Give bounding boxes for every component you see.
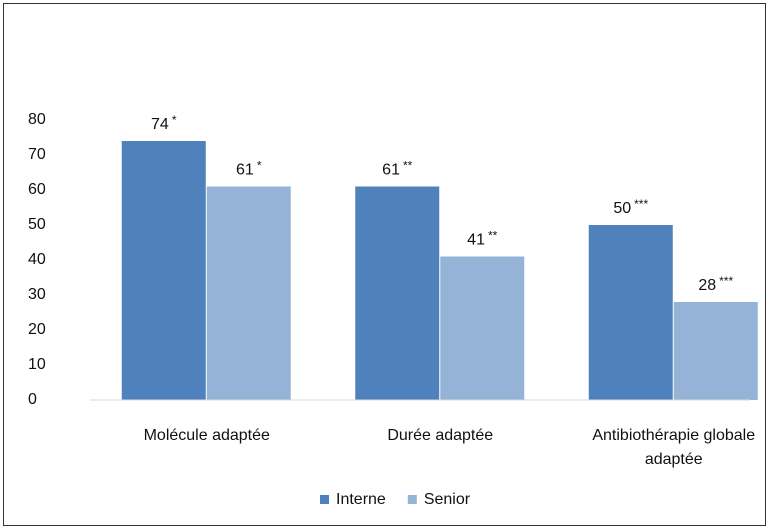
legend-swatch xyxy=(407,495,417,504)
bar xyxy=(673,302,758,400)
x-tick-label: Antibiothérapie globale adaptée xyxy=(592,427,756,468)
y-tick-label: 50 xyxy=(28,216,46,233)
bar xyxy=(121,141,206,400)
bar xyxy=(588,225,673,400)
y-tick-label: 70 xyxy=(28,146,46,163)
legend-label: Interne xyxy=(336,491,386,508)
bar xyxy=(440,256,525,400)
data-label: 28 *** xyxy=(698,274,733,294)
value: 74 xyxy=(151,116,169,133)
significance: ** xyxy=(488,229,498,243)
y-tick-label: 30 xyxy=(28,286,46,303)
data-label: 50 *** xyxy=(613,197,648,217)
significance: *** xyxy=(634,197,648,211)
y-tick-label: 60 xyxy=(28,181,46,198)
y-tick-label: 20 xyxy=(28,321,46,338)
y-tick-label: 80 xyxy=(28,111,46,128)
legend-swatch xyxy=(320,495,329,504)
bar xyxy=(355,186,440,400)
significance: * xyxy=(257,159,262,173)
data-label: 41 ** xyxy=(467,229,497,249)
data-label: 74 * xyxy=(151,113,177,133)
value: 50 xyxy=(613,200,631,217)
chart-frame xyxy=(3,3,766,526)
x-tick-label: Molécule adaptée xyxy=(143,427,270,444)
legend-label: Senior xyxy=(424,491,471,508)
significance: * xyxy=(172,113,177,127)
significance: *** xyxy=(719,274,733,288)
data-label: 61 * xyxy=(236,159,262,179)
value: 28 xyxy=(698,277,716,294)
data-label: 61 ** xyxy=(382,159,412,179)
value: 41 xyxy=(467,232,485,249)
value: 61 xyxy=(382,162,400,179)
y-tick-label: 0 xyxy=(28,391,37,408)
bar xyxy=(206,186,291,400)
significance: ** xyxy=(403,159,413,173)
y-tick-label: 10 xyxy=(28,356,46,373)
value: 61 xyxy=(236,162,254,179)
y-tick-label: 40 xyxy=(28,251,46,268)
x-tick-label: Durée adaptée xyxy=(387,427,494,444)
